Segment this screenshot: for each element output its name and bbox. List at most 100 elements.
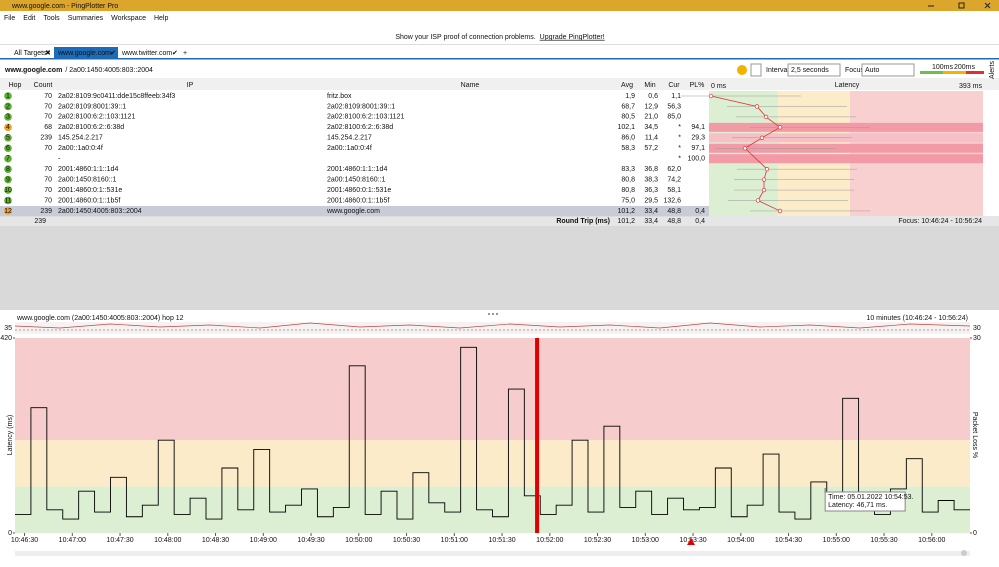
avg-marker xyxy=(761,177,767,182)
cell-value: 86,0 xyxy=(621,135,635,142)
cell-value: * xyxy=(678,156,681,163)
cell-value: 36,3 xyxy=(644,187,658,194)
active-tab[interactable] xyxy=(54,47,118,58)
ip-address: 2001:4860:0:1::531e xyxy=(58,187,122,194)
avg-marker xyxy=(777,125,783,130)
tab-label[interactable]: www.google.com xyxy=(57,50,111,57)
ip-address: 2a00:1450:4005:803::2004 xyxy=(58,208,142,215)
scroll-thumb[interactable] xyxy=(961,550,967,556)
avg-marker xyxy=(763,114,769,120)
x-tick-label: 10:56:00 xyxy=(918,537,945,544)
hop-number: 7 xyxy=(6,156,10,163)
packet-loss-bar xyxy=(535,338,540,533)
avg-marker xyxy=(759,135,765,140)
cell-value: 0,4 xyxy=(695,208,705,215)
avg-marker xyxy=(742,146,748,151)
ip-address: 2a02:8100:6:2::103:1121 xyxy=(58,114,135,121)
overview-strip[interactable] xyxy=(15,322,970,334)
x-tick-label: 10:55:30 xyxy=(870,537,897,544)
hop-number: 8 xyxy=(6,166,10,173)
x-tick-label: 10:52:30 xyxy=(584,537,611,544)
splitter[interactable] xyxy=(488,313,498,315)
x-tick-label: 10:47:00 xyxy=(59,537,86,544)
host-name: 2a00::1a0:0:4f xyxy=(327,145,372,152)
x-tick-label: 10:46:30 xyxy=(11,537,38,544)
tooltip xyxy=(824,491,906,512)
cell-value: 58,3 xyxy=(621,145,635,152)
x-tick-label: 10:52:00 xyxy=(536,537,563,544)
hop-icon xyxy=(4,196,12,205)
menu-item[interactable]: Summaries xyxy=(68,15,104,22)
add-tab[interactable]: + xyxy=(183,50,187,57)
interval-select[interactable] xyxy=(787,63,841,77)
host-name: 2a02:8100:6:2::6:38d xyxy=(327,124,393,131)
cell-value: 132,6 xyxy=(663,197,681,204)
summary-focus: Focus: 10:46:24 - 10:56:24 xyxy=(898,218,982,225)
menu-item[interactable]: Help xyxy=(154,15,169,22)
cell-value: 85,0 xyxy=(667,114,681,121)
cell-value: 68,7 xyxy=(621,103,635,110)
latency-zone xyxy=(850,91,983,216)
column-header: IP xyxy=(187,82,194,89)
summary-value: 0,4 xyxy=(695,218,705,225)
summary-value: 33,4 xyxy=(644,218,658,225)
tab-label[interactable]: All Targets xyxy=(14,50,47,57)
tab-label[interactable]: www.twitter.com xyxy=(121,50,172,57)
cell-value: 57,2 xyxy=(644,145,658,152)
cell-value: 100,0 xyxy=(687,156,705,163)
legend-label: 200ms xyxy=(954,64,976,71)
avg-marker xyxy=(755,198,761,203)
scale-label: 393 ms xyxy=(959,83,982,90)
cell-value: * xyxy=(678,145,681,152)
window-controls[interactable] xyxy=(928,2,991,9)
x-tick-label: 10:51:00 xyxy=(441,537,468,544)
x-tick-label: 10:51:30 xyxy=(488,537,515,544)
cell-value: 11,4 xyxy=(645,135,658,142)
overview-tick: 30 xyxy=(973,325,981,332)
cell-value: 21,0 xyxy=(644,114,658,121)
hop-icon xyxy=(4,175,12,184)
cell-value: * xyxy=(678,124,681,131)
count: 70 xyxy=(44,166,52,173)
count: 70 xyxy=(44,103,52,110)
cell-value: 58,1 xyxy=(667,187,681,194)
hop-icon xyxy=(4,154,12,163)
column-header: Name xyxy=(461,82,480,89)
count: 70 xyxy=(44,114,52,121)
ip-address: 2001:4860:1:1::1d4 xyxy=(58,166,118,173)
menu-item[interactable]: Tools xyxy=(43,15,60,22)
hop-number: 12 xyxy=(4,208,12,215)
column-header: Hop xyxy=(9,82,22,89)
alerts-tab: Alerts xyxy=(989,61,996,79)
cell-value: 1,1 xyxy=(671,93,681,100)
menu-item[interactable]: Edit xyxy=(23,15,35,22)
hop-number: 3 xyxy=(6,114,10,121)
chart-title: www.google.com (2a00:1450:4005:803::2004… xyxy=(16,315,184,322)
hop-number: 5 xyxy=(6,135,10,142)
ip-address: 2a00:1450:8160::1 xyxy=(58,176,116,183)
focus-select[interactable] xyxy=(861,63,915,77)
hop-number: 4 xyxy=(6,124,10,131)
dropdown[interactable] xyxy=(750,63,762,77)
count: 68 xyxy=(44,124,52,131)
column-header: Min xyxy=(644,82,655,89)
breadcrumb-ip: / 2a00:1450:4005:803::2004 xyxy=(65,67,153,74)
upgrade-link[interactable]: Upgrade PingPlotter! xyxy=(540,34,605,41)
tab-underline xyxy=(0,58,999,60)
menu-item[interactable]: File xyxy=(4,15,15,22)
cell-value: 97,1 xyxy=(691,145,705,152)
legend-bar xyxy=(943,71,966,74)
pause-button[interactable] xyxy=(737,65,747,75)
x-tick-label: 10:53:00 xyxy=(632,537,659,544)
column-header: PL% xyxy=(690,82,705,89)
cell-value: 102,1 xyxy=(617,124,635,131)
cell-value: 34,5 xyxy=(644,124,658,131)
menu-item[interactable]: Workspace xyxy=(111,15,146,22)
host-name: fritz.box xyxy=(327,93,352,100)
avg-marker xyxy=(764,166,770,172)
scrollbar[interactable] xyxy=(15,551,970,556)
cell-value: * xyxy=(678,135,681,142)
count: 70 xyxy=(44,176,52,183)
count: 239 xyxy=(40,208,52,215)
latency-zone xyxy=(778,91,850,216)
